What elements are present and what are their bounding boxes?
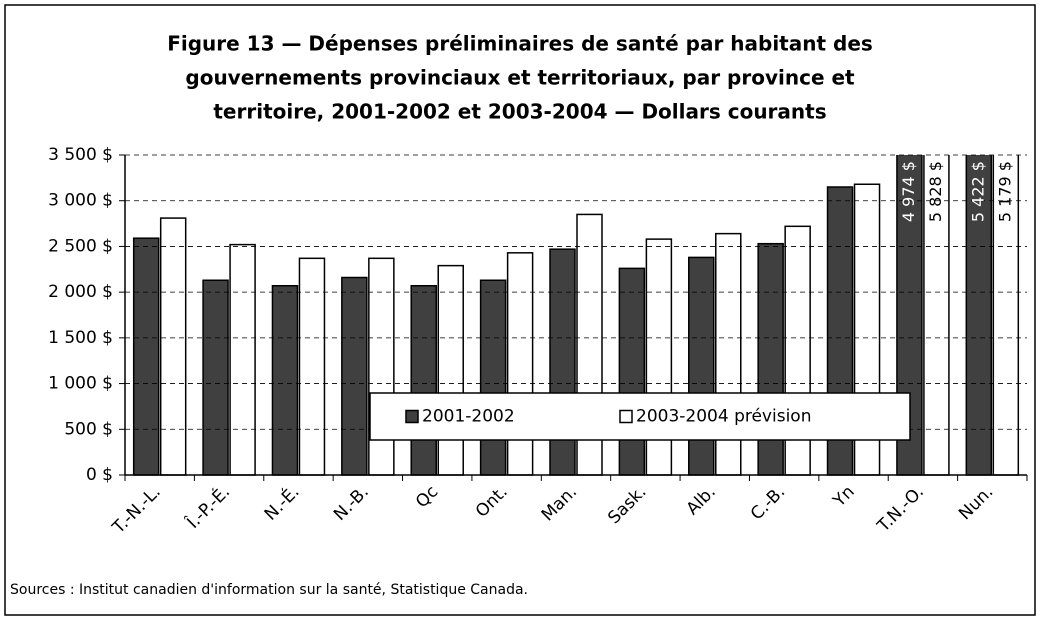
bar	[992, 155, 1020, 476]
bar	[202, 279, 229, 476]
bar	[298, 257, 326, 476]
chart-title: gouvernements provinciaux et territoriau…	[185, 66, 855, 90]
value-label: 5 422 $	[968, 161, 987, 222]
bar	[368, 257, 395, 476]
bar	[506, 252, 534, 476]
legend	[369, 392, 911, 441]
value-label: 5 179 $	[995, 161, 1014, 222]
value-label: 5 828 $	[926, 161, 945, 222]
y-tick-label: 3 000 $	[48, 191, 113, 211]
bar	[479, 279, 507, 476]
bar	[549, 248, 576, 476]
chart-title: Figure 13 — Dépenses préliminaires de sa…	[167, 32, 873, 56]
bar	[229, 243, 256, 476]
source: Sources : Institut canadien d'informatio…	[10, 582, 528, 598]
y-tick-label: 1 500 $	[48, 328, 113, 348]
bar	[159, 217, 187, 476]
y-tick-label: 500 $	[64, 419, 113, 439]
bar	[437, 264, 464, 476]
legend-label: 2003-2004 prévision	[636, 407, 811, 427]
bar	[410, 284, 437, 476]
y-tick-label: 3 500 $	[48, 145, 113, 165]
y-tick-label: 2 500 $	[48, 236, 113, 256]
bar	[132, 237, 160, 476]
bar	[688, 256, 715, 476]
legend-swatch	[405, 409, 419, 424]
bar	[618, 267, 646, 476]
bar	[341, 276, 368, 476]
y-tick-label: 1 000 $	[48, 374, 113, 394]
value-label: 4 974 $	[899, 161, 918, 222]
y-tick-label: 0 $	[86, 465, 113, 485]
legend-label: 2001-2002	[422, 407, 515, 427]
legend-swatch	[619, 409, 633, 424]
bar	[923, 155, 950, 476]
bar	[965, 155, 993, 476]
chart-title: territoire, 2001-2002 et 2003-2004 — Dol…	[213, 100, 826, 124]
y-tick-label: 2 000 $	[48, 282, 113, 302]
bar	[271, 284, 299, 476]
